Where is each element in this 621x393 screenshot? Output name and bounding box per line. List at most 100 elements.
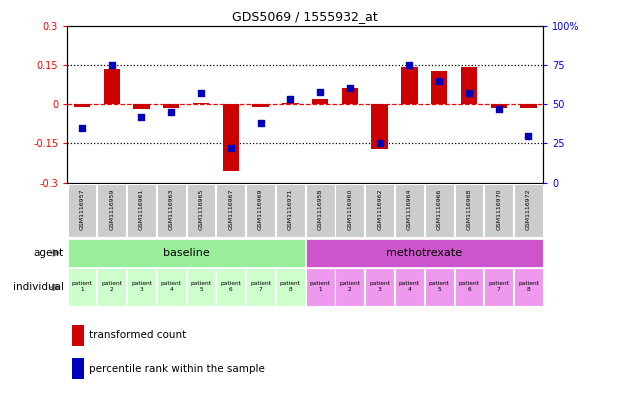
Title: GDS5069 / 1555932_at: GDS5069 / 1555932_at <box>232 10 378 23</box>
Text: patient
6: patient 6 <box>220 281 241 292</box>
Text: GSM1116966: GSM1116966 <box>437 189 442 230</box>
Text: GSM1116965: GSM1116965 <box>199 189 204 230</box>
Text: patient
1: patient 1 <box>310 281 330 292</box>
Text: patient
2: patient 2 <box>101 281 122 292</box>
Point <box>315 88 325 95</box>
Point <box>107 62 117 68</box>
Bar <box>134 104 150 109</box>
Bar <box>276 268 305 306</box>
Point <box>286 96 296 103</box>
Bar <box>514 268 543 306</box>
Text: GSM1116971: GSM1116971 <box>288 189 293 230</box>
Point <box>494 106 504 112</box>
Point <box>434 77 444 84</box>
Bar <box>335 184 365 237</box>
Text: baseline: baseline <box>163 248 209 258</box>
Bar <box>306 239 543 267</box>
Point <box>374 140 384 147</box>
Point <box>345 85 355 92</box>
Text: agent: agent <box>34 248 64 258</box>
Bar <box>186 184 215 237</box>
Bar <box>157 268 186 306</box>
Text: patient
8: patient 8 <box>518 281 539 292</box>
Bar <box>72 358 84 379</box>
Text: GSM1116960: GSM1116960 <box>347 189 352 230</box>
Text: individual: individual <box>13 282 64 292</box>
Bar <box>74 104 90 107</box>
Text: patient
5: patient 5 <box>428 281 450 292</box>
Bar <box>68 184 96 237</box>
Bar <box>193 103 209 104</box>
Bar <box>97 268 126 306</box>
Text: patient
8: patient 8 <box>280 281 301 292</box>
Text: GSM1116964: GSM1116964 <box>407 189 412 230</box>
Bar <box>246 184 275 237</box>
Point <box>404 62 414 68</box>
Bar <box>425 268 453 306</box>
Text: GSM1116963: GSM1116963 <box>169 189 174 230</box>
Bar <box>252 104 269 107</box>
Bar <box>491 104 507 108</box>
Bar <box>520 104 537 108</box>
Text: patient
2: patient 2 <box>340 281 360 292</box>
Text: patient
4: patient 4 <box>399 281 420 292</box>
Point <box>77 125 87 131</box>
Bar <box>306 184 335 237</box>
Text: patient
3: patient 3 <box>131 281 152 292</box>
Point <box>196 90 206 96</box>
Text: GSM1116962: GSM1116962 <box>377 189 382 230</box>
Text: patient
7: patient 7 <box>250 281 271 292</box>
Bar <box>216 184 245 237</box>
Text: patient
5: patient 5 <box>191 281 212 292</box>
Text: patient
6: patient 6 <box>458 281 479 292</box>
Point <box>464 90 474 96</box>
Text: percentile rank within the sample: percentile rank within the sample <box>89 364 265 374</box>
Bar <box>282 103 299 104</box>
Bar <box>306 268 335 306</box>
Bar <box>216 268 245 306</box>
Point <box>137 114 147 120</box>
Bar <box>425 184 453 237</box>
Bar <box>68 239 305 267</box>
Point <box>226 145 236 151</box>
Text: GSM1116957: GSM1116957 <box>79 189 84 230</box>
Bar <box>97 184 126 237</box>
Bar <box>186 268 215 306</box>
Bar <box>222 104 239 171</box>
Bar <box>401 68 417 104</box>
Bar <box>342 88 358 104</box>
Point <box>256 120 266 126</box>
Text: patient
7: patient 7 <box>488 281 509 292</box>
Text: methotrexate: methotrexate <box>386 248 463 258</box>
Bar <box>484 268 513 306</box>
Bar <box>157 184 186 237</box>
Bar <box>514 184 543 237</box>
Bar <box>276 184 305 237</box>
Bar <box>335 268 365 306</box>
Text: patient
1: patient 1 <box>71 281 93 292</box>
Bar <box>455 184 483 237</box>
Bar <box>68 268 96 306</box>
Text: GSM1116959: GSM1116959 <box>109 189 114 230</box>
Text: GSM1116972: GSM1116972 <box>526 189 531 230</box>
Bar <box>246 268 275 306</box>
Text: GSM1116958: GSM1116958 <box>317 189 322 230</box>
Text: transformed count: transformed count <box>89 330 186 340</box>
Text: GSM1116968: GSM1116968 <box>466 189 471 230</box>
Text: patient
3: patient 3 <box>369 281 390 292</box>
Bar <box>104 69 120 104</box>
Text: GSM1116970: GSM1116970 <box>496 189 501 230</box>
Bar <box>163 104 179 108</box>
Bar <box>461 68 477 104</box>
Bar <box>455 268 483 306</box>
Text: GSM1116967: GSM1116967 <box>229 189 233 230</box>
Bar <box>484 184 513 237</box>
Point <box>166 109 176 115</box>
Bar <box>72 325 84 346</box>
Point <box>524 132 533 139</box>
Bar <box>395 184 424 237</box>
Bar <box>365 268 394 306</box>
Bar <box>371 104 388 149</box>
Bar <box>312 99 329 104</box>
Bar <box>127 184 156 237</box>
